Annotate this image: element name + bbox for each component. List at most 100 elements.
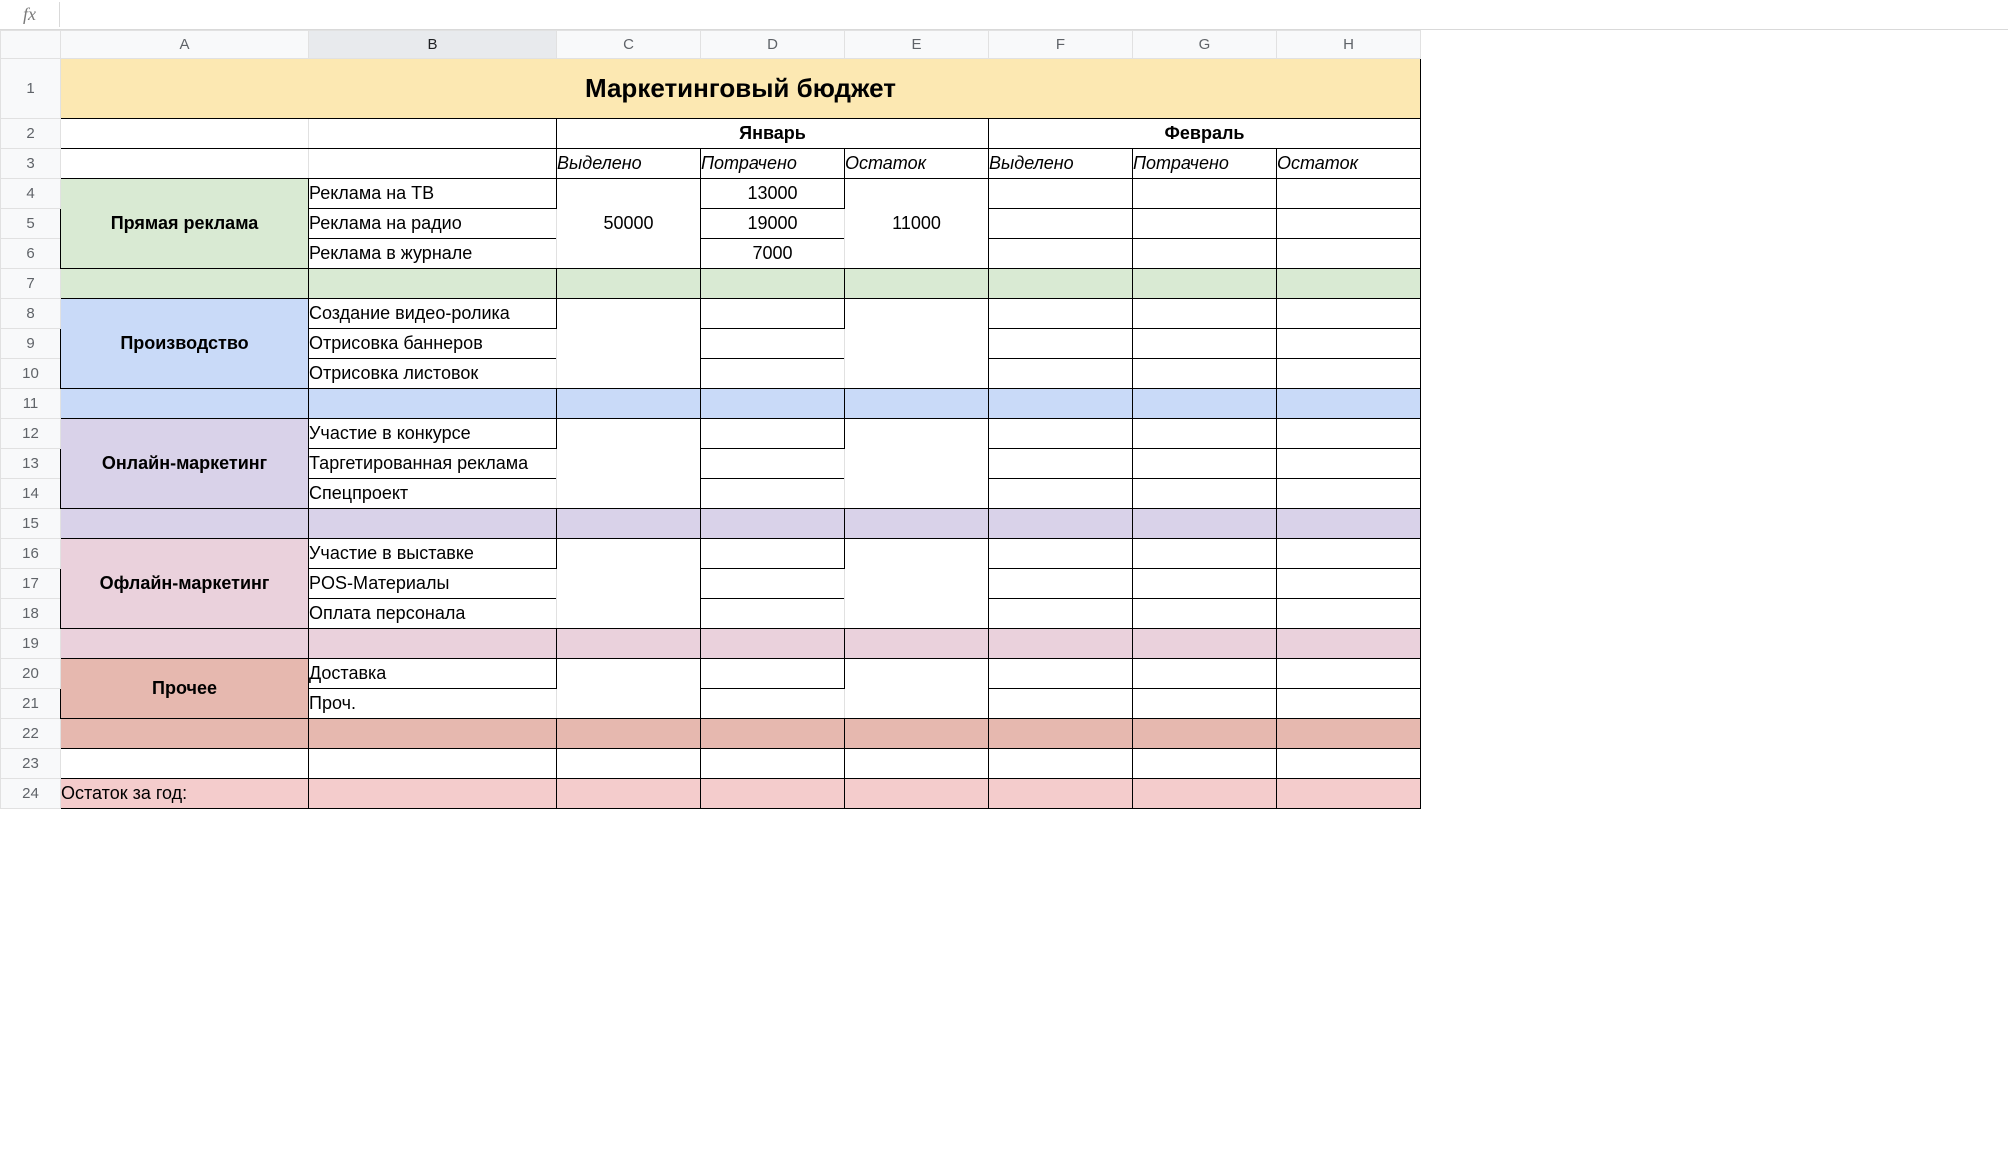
row-header-18[interactable]: 18 xyxy=(1,599,61,629)
section-0-m1-spent-0[interactable]: 13000 xyxy=(701,179,845,209)
cell-A3[interactable] xyxy=(61,149,309,179)
cell-B3[interactable] xyxy=(309,149,557,179)
col-header-H[interactable]: H xyxy=(1277,31,1421,59)
section-0-subtotal-H[interactable] xyxy=(1277,269,1421,299)
subcol-m2-allocated[interactable]: Выделено xyxy=(989,149,1133,179)
section-1-m1-spent-0[interactable] xyxy=(701,299,845,329)
row-header-5[interactable]: 5 xyxy=(1,209,61,239)
select-all-corner[interactable] xyxy=(1,31,61,59)
row-header-22[interactable]: 22 xyxy=(1,719,61,749)
row-header-7[interactable]: 7 xyxy=(1,269,61,299)
section-3-m1-spent-2[interactable] xyxy=(701,599,845,629)
footer-G[interactable] xyxy=(1133,779,1277,809)
cell-F16[interactable] xyxy=(989,539,1133,569)
section-1-subtotal-F[interactable] xyxy=(989,389,1133,419)
section-1-subtotal-E[interactable] xyxy=(845,389,989,419)
section-0-subtotal-B[interactable] xyxy=(309,269,557,299)
cell-H18[interactable] xyxy=(1277,599,1421,629)
footer-F[interactable] xyxy=(989,779,1133,809)
cell-G18[interactable] xyxy=(1133,599,1277,629)
cell-F13[interactable] xyxy=(989,449,1133,479)
subcol-m1-allocated[interactable]: Выделено xyxy=(557,149,701,179)
cell-H16[interactable] xyxy=(1277,539,1421,569)
section-1-m1-allocated[interactable] xyxy=(557,299,701,389)
cell-F21[interactable] xyxy=(989,689,1133,719)
row-header-15[interactable]: 15 xyxy=(1,509,61,539)
section-0-subtotal-E[interactable] xyxy=(845,269,989,299)
section-0-item-1[interactable]: Реклама на радио xyxy=(309,209,557,239)
section-4-subtotal-D[interactable] xyxy=(701,719,845,749)
section-4-subtotal-H[interactable] xyxy=(1277,719,1421,749)
section-1-m1-spent-2[interactable] xyxy=(701,359,845,389)
col-header-C[interactable]: C xyxy=(557,31,701,59)
section-4-name[interactable]: Прочее xyxy=(61,659,309,719)
section-3-m1-allocated[interactable] xyxy=(557,539,701,629)
section-3-m1-spent-1[interactable] xyxy=(701,569,845,599)
section-3-subtotal-C[interactable] xyxy=(557,629,701,659)
section-2-m1-spent-0[interactable] xyxy=(701,419,845,449)
section-3-subtotal-H[interactable] xyxy=(1277,629,1421,659)
cell-G21[interactable] xyxy=(1133,689,1277,719)
section-0-subtotal-D[interactable] xyxy=(701,269,845,299)
cell-F23[interactable] xyxy=(989,749,1133,779)
section-4-m1-remaining[interactable] xyxy=(845,659,989,719)
row-header-2[interactable]: 2 xyxy=(1,119,61,149)
section-4-item-0[interactable]: Доставка xyxy=(309,659,557,689)
cell-G14[interactable] xyxy=(1133,479,1277,509)
section-1-item-2[interactable]: Отрисовка листовок xyxy=(309,359,557,389)
footer-B[interactable] xyxy=(309,779,557,809)
cell-E23[interactable] xyxy=(845,749,989,779)
section-0-m1-spent-2[interactable]: 7000 xyxy=(701,239,845,269)
col-header-F[interactable]: F xyxy=(989,31,1133,59)
cell-B2[interactable] xyxy=(309,119,557,149)
cell-G8[interactable] xyxy=(1133,299,1277,329)
cell-G6[interactable] xyxy=(1133,239,1277,269)
section-3-name[interactable]: Офлайн-маркетинг xyxy=(61,539,309,629)
cell-F18[interactable] xyxy=(989,599,1133,629)
cell-G9[interactable] xyxy=(1133,329,1277,359)
cell-H17[interactable] xyxy=(1277,569,1421,599)
cell-H10[interactable] xyxy=(1277,359,1421,389)
row-header-16[interactable]: 16 xyxy=(1,539,61,569)
section-2-subtotal-E[interactable] xyxy=(845,509,989,539)
section-1-m1-spent-1[interactable] xyxy=(701,329,845,359)
section-3-item-1[interactable]: POS-Материалы xyxy=(309,569,557,599)
col-header-E[interactable]: E xyxy=(845,31,989,59)
section-1-name[interactable]: Производство xyxy=(61,299,309,389)
col-header-B[interactable]: B xyxy=(309,31,557,59)
row-header-6[interactable]: 6 xyxy=(1,239,61,269)
section-1-subtotal-A[interactable] xyxy=(61,389,309,419)
cell-H5[interactable] xyxy=(1277,209,1421,239)
col-header-G[interactable]: G xyxy=(1133,31,1277,59)
section-3-item-0[interactable]: Участие в выставке xyxy=(309,539,557,569)
row-header-24[interactable]: 24 xyxy=(1,779,61,809)
section-4-subtotal-F[interactable] xyxy=(989,719,1133,749)
section-2-m1-spent-1[interactable] xyxy=(701,449,845,479)
footer-D[interactable] xyxy=(701,779,845,809)
footer-C[interactable] xyxy=(557,779,701,809)
footer-H[interactable] xyxy=(1277,779,1421,809)
section-1-subtotal-C[interactable] xyxy=(557,389,701,419)
section-2-subtotal-C[interactable] xyxy=(557,509,701,539)
cell-G10[interactable] xyxy=(1133,359,1277,389)
section-3-subtotal-E[interactable] xyxy=(845,629,989,659)
section-4-item-1[interactable]: Проч. xyxy=(309,689,557,719)
cell-G13[interactable] xyxy=(1133,449,1277,479)
row-header-19[interactable]: 19 xyxy=(1,629,61,659)
section-0-m1-remaining[interactable]: 11000 xyxy=(845,179,989,269)
section-1-subtotal-H[interactable] xyxy=(1277,389,1421,419)
section-2-m1-spent-2[interactable] xyxy=(701,479,845,509)
cell-F10[interactable] xyxy=(989,359,1133,389)
row-header-10[interactable]: 10 xyxy=(1,359,61,389)
cell-G4[interactable] xyxy=(1133,179,1277,209)
section-2-subtotal-B[interactable] xyxy=(309,509,557,539)
col-header-A[interactable]: A xyxy=(61,31,309,59)
formula-input[interactable] xyxy=(60,0,2008,29)
title-cell[interactable]: Маркетинговый бюджет xyxy=(61,59,1421,119)
section-4-m1-allocated[interactable] xyxy=(557,659,701,719)
subcol-m1-spent[interactable]: Потрачено xyxy=(701,149,845,179)
section-2-m1-remaining[interactable] xyxy=(845,419,989,509)
section-2-subtotal-H[interactable] xyxy=(1277,509,1421,539)
row-header-4[interactable]: 4 xyxy=(1,179,61,209)
section-3-item-2[interactable]: Оплата персонала xyxy=(309,599,557,629)
